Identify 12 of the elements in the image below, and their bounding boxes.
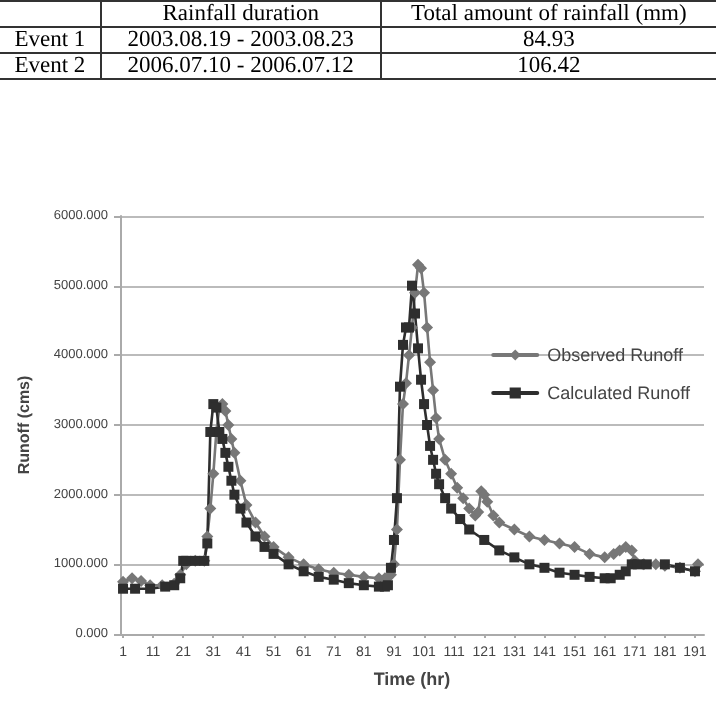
y-axis-title: Runoff (cms): [15, 375, 33, 475]
text: 2003.08.19 - 2003.08.23: [127, 28, 354, 52]
legend-label: Calculated Runoff: [547, 383, 691, 403]
x-axis-title: Time (hr): [373, 669, 451, 689]
text: 2006.07.10 - 2006.07.12: [127, 54, 354, 78]
text: 84.93: [522, 28, 575, 52]
text: 106.42: [517, 54, 581, 78]
category-label: Event 1: [14, 28, 86, 52]
category-label: Event 2: [14, 54, 86, 78]
category-label: Total amount of rainfall (mm): [380, 1, 716, 27]
category-label: Rainfall duration: [100, 1, 381, 27]
legend-label: Observed Runoff: [547, 345, 684, 365]
